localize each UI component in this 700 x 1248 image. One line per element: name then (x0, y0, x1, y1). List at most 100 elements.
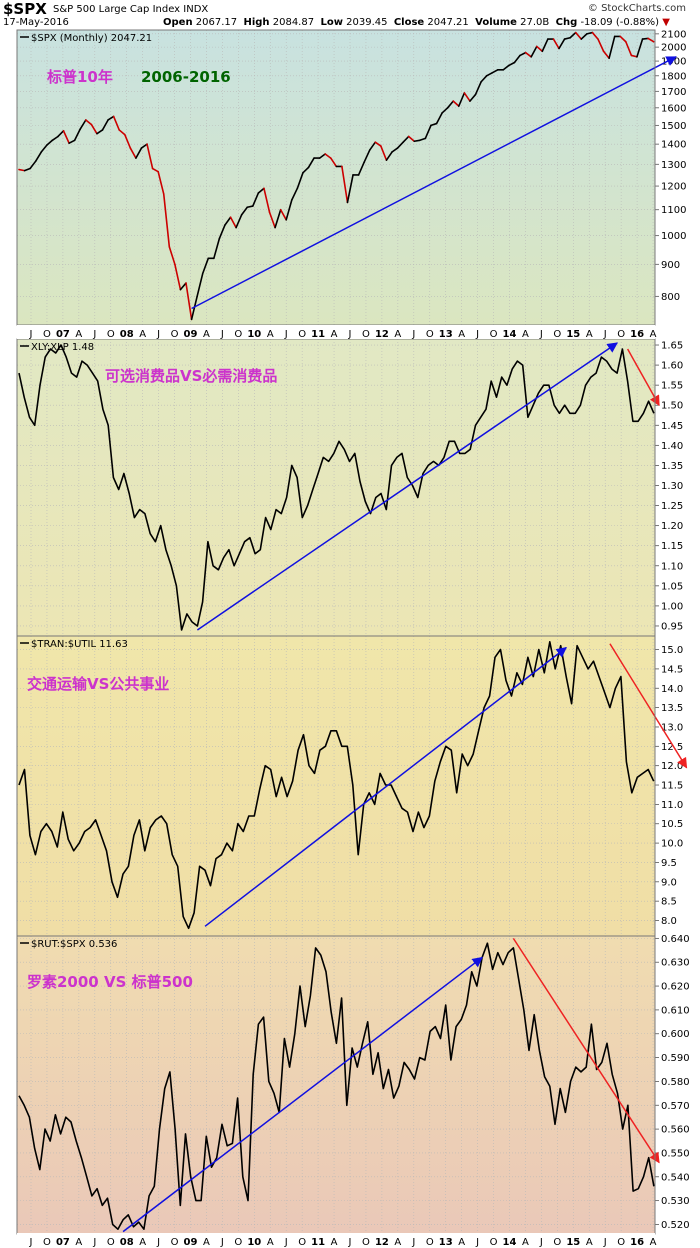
ratio-line (18, 942, 655, 1230)
price-segment (446, 100, 455, 109)
x-tick-label: A (139, 329, 146, 340)
price-segment (146, 143, 154, 170)
price-segment (541, 38, 549, 53)
y-tick-label: 2000 (661, 43, 686, 54)
y-tick-label: 0.560 (661, 1125, 690, 1136)
price-segment (407, 135, 416, 143)
price-segment (396, 141, 404, 149)
price-segment (285, 199, 293, 221)
x-tick-label: 08 (120, 1237, 134, 1248)
price-segment (296, 171, 304, 190)
trend-arrow-up (204, 646, 568, 927)
y-tick-label: 1.40 (661, 441, 683, 452)
price-segment (62, 130, 70, 144)
low-value: 2039.45 (346, 17, 388, 28)
x-tick-label: O (107, 1237, 115, 1248)
x-tick-label: O (234, 329, 242, 340)
volume-value: 27.0B (520, 17, 550, 28)
price-segment (641, 37, 649, 40)
down-triangle-icon: ▼ (662, 17, 670, 28)
chart-header: $SPX S&P 500 Large Cap Index INDX © Stoc… (0, 0, 700, 30)
security-name: S&P 500 Large Cap Index INDX (53, 4, 209, 15)
panel-legend-label: $SPX (Monthly) 2047.21 (31, 33, 152, 44)
series-line-tran_util (18, 641, 655, 930)
y-tick-label: 1300 (661, 160, 686, 171)
price-segment (79, 119, 87, 130)
x-tick-label: J (220, 1237, 224, 1248)
price-segment (96, 129, 104, 135)
y-tick-label: 0.95 (661, 621, 683, 632)
price-segment (491, 69, 499, 74)
panel-background-xly_xlp (17, 339, 655, 636)
y-tick-label: 10.5 (661, 819, 683, 830)
x-tick-label: O (617, 1237, 625, 1248)
price-segment (290, 187, 299, 201)
trend-arrow-down (512, 937, 660, 1164)
series-line-rut_spx (18, 942, 655, 1230)
price-segment (519, 51, 527, 57)
price-segment (380, 145, 388, 161)
x-tick-label: A (331, 1237, 338, 1248)
price-segment (118, 129, 126, 136)
y-tick-label: 0.590 (661, 1053, 690, 1064)
price-segment (368, 141, 377, 151)
x-tick-label: 10 (247, 329, 261, 340)
price-segment (630, 54, 638, 58)
y-tick-label: 1.60 (661, 361, 683, 372)
open-label: Open (163, 17, 193, 28)
price-segment (424, 124, 432, 140)
y-tick-label: 1.00 (661, 601, 683, 612)
price-segment (374, 141, 382, 147)
y-tick-label: 11.0 (661, 800, 683, 811)
panel-annotation-years: 2006-2016 (141, 68, 231, 86)
x-tick-label: A (522, 329, 529, 340)
x-tick-label: O (426, 329, 434, 340)
x-tick-label: 11 (311, 329, 325, 340)
price-segment (463, 92, 471, 102)
x-tick-label: 09 (184, 329, 198, 340)
x-tick-label: 12 (375, 329, 389, 340)
y-tick-label: 1000 (661, 231, 686, 242)
x-tick-label: A (75, 1237, 82, 1248)
x-tick-label: O (171, 1237, 179, 1248)
price-segment (168, 245, 176, 266)
x-tick-label: J (29, 329, 33, 340)
price-segment (357, 161, 365, 176)
y-tick-label: 1.30 (661, 481, 683, 492)
y-tick-label: 1.25 (661, 501, 683, 512)
price-segment (530, 45, 538, 58)
price-segment (619, 35, 627, 43)
x-tick-label: J (603, 329, 607, 340)
quote-date: 17-May-2016 (3, 17, 69, 28)
y-tick-label: 1.65 (661, 341, 683, 352)
price-segment (502, 64, 510, 71)
price-segment (591, 31, 599, 40)
x-tick-label: 16 (630, 329, 644, 340)
price-segment (625, 40, 633, 57)
high-label: High (243, 17, 270, 28)
price-segment (636, 38, 644, 58)
price-segment (597, 38, 605, 53)
y-tick-label: 1200 (661, 182, 686, 193)
y-tick-label: 12.5 (661, 742, 683, 753)
price-segment (257, 187, 265, 194)
trend-arrow-up (196, 342, 618, 631)
y-tick-label: 0.530 (661, 1196, 690, 1207)
x-tick-label: 09 (184, 1237, 198, 1248)
price-segment (480, 74, 488, 83)
x-tick-label: A (75, 329, 82, 340)
x-tick-label: J (284, 329, 288, 340)
x-tick-label: J (220, 329, 224, 340)
price-segment (68, 139, 76, 144)
stockcharts-credit[interactable]: © StockCharts.com (587, 3, 686, 14)
panel-annotation: 可选消费品VS必需消费品 (105, 367, 277, 385)
price-segment (302, 166, 310, 174)
price-segment (129, 147, 137, 159)
y-tick-label: 0.640 (661, 934, 690, 945)
x-tick-label: O (617, 329, 625, 340)
y-tick-label: 0.580 (661, 1077, 690, 1088)
y-tick-label: 1.55 (661, 381, 683, 392)
price-segment (552, 38, 560, 50)
price-segment (558, 38, 566, 50)
x-tick-label: O (490, 1237, 498, 1248)
